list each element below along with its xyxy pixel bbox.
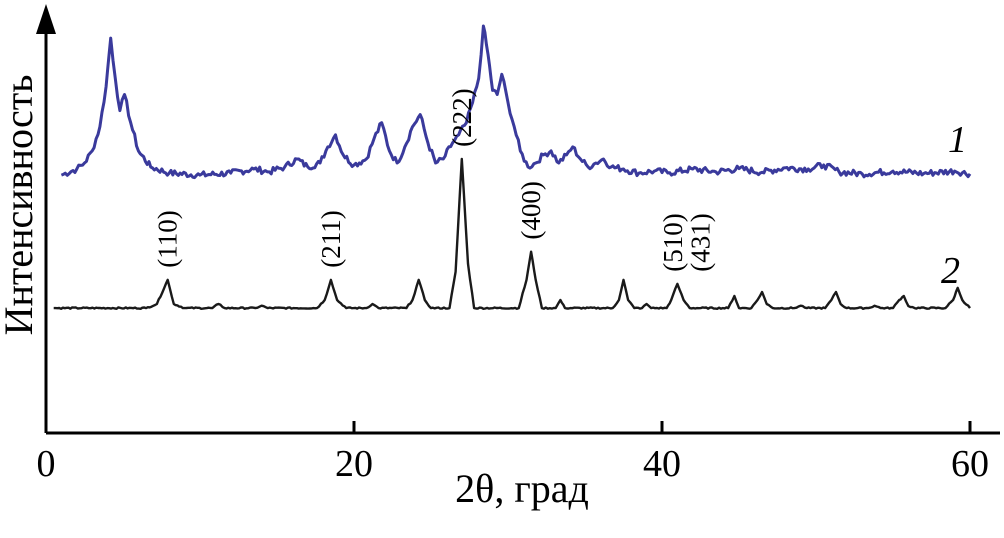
x-tick-label: 60 xyxy=(951,443,989,485)
series-label-1: 1 xyxy=(948,119,967,161)
peak-label: (400) xyxy=(516,181,546,239)
x-axis-title: 2θ, град xyxy=(455,466,589,511)
peak-annotations: (110) (211) (222) (400) (510)(431) xyxy=(153,88,716,271)
peak-label: (431) xyxy=(686,213,716,271)
x-tick-label: 20 xyxy=(335,443,373,485)
peak-label: (222) xyxy=(447,88,477,146)
x-tick-label: 40 xyxy=(643,443,681,485)
series-line-1 xyxy=(60,24,972,180)
series-line-2 xyxy=(53,157,971,310)
x-tick-label: 0 xyxy=(37,443,56,485)
peak-label: (110) xyxy=(153,210,183,267)
peak-label: (510) xyxy=(658,213,688,271)
series-group xyxy=(53,24,972,310)
y-axis-title: Интенсивность xyxy=(0,75,41,336)
peak-label: (211) xyxy=(316,210,346,267)
y-axis-arrow-icon xyxy=(36,4,56,34)
x-ticks: 0 20 40 60 xyxy=(37,421,989,485)
axes xyxy=(36,4,1000,435)
series-label-2: 2 xyxy=(941,250,960,292)
